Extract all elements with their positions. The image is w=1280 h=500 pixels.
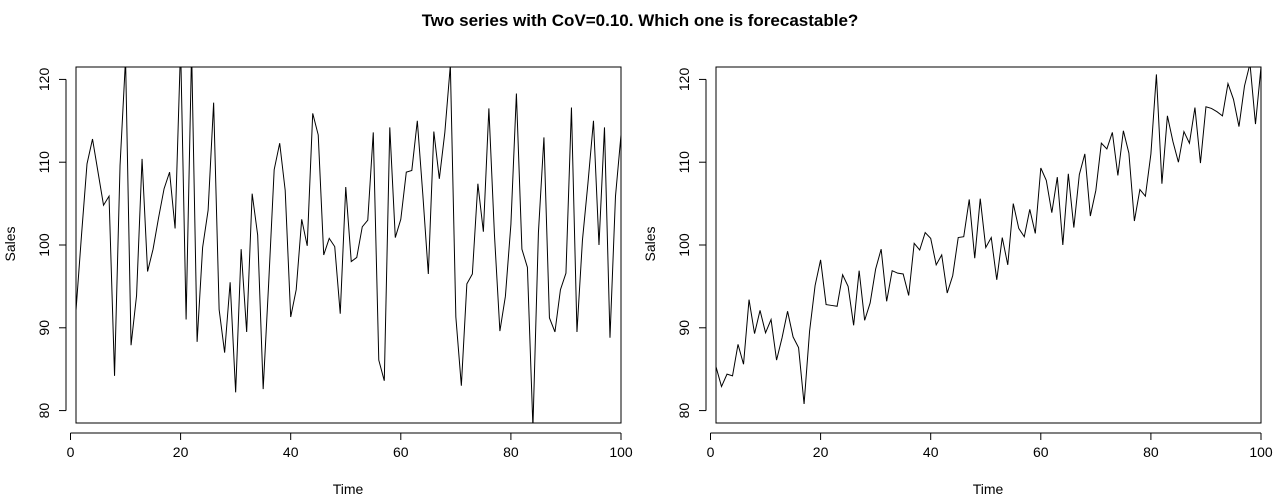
left-x-tick-label: 80 bbox=[503, 444, 519, 460]
left-y-tick-label: 80 bbox=[36, 403, 52, 419]
left-x-tick-label: 0 bbox=[67, 444, 75, 460]
right-x-tick-label: 60 bbox=[1033, 444, 1049, 460]
right-plot-frame bbox=[715, 66, 1262, 424]
right-y-axis-label: Sales bbox=[642, 226, 658, 261]
left-sales-series-line bbox=[76, 67, 621, 423]
right-x-tick-label: 40 bbox=[923, 444, 939, 460]
left-x-axis-label: Time bbox=[333, 481, 364, 497]
left-y-tick-label: 110 bbox=[36, 151, 52, 174]
right-y-tick-label: 90 bbox=[676, 320, 692, 336]
right-x-axis-label: Time bbox=[973, 481, 1004, 497]
left-y-axis-label: Sales bbox=[2, 226, 18, 261]
left-plot-frame bbox=[75, 66, 622, 424]
left-x-tick-label: 40 bbox=[283, 444, 299, 460]
left-x-tick-label: 20 bbox=[173, 444, 189, 460]
left-y-tick-label: 100 bbox=[36, 233, 52, 257]
left-y-tick-label: 90 bbox=[36, 320, 52, 336]
right-x-tick-label: 20 bbox=[813, 444, 829, 460]
right-y-tick-label: 80 bbox=[676, 403, 692, 419]
right-x-tick-label: 0 bbox=[707, 444, 715, 460]
left-x-tick-label: 100 bbox=[609, 444, 633, 460]
left-plot-panel: Time Sales 0 20 40 60 80 100 80 90 100 110 120 bbox=[2, 66, 633, 497]
right-plot-panel: Time Sales 0 20 40 60 80 100 80 90 100 110 120 bbox=[642, 66, 1273, 497]
right-sales-series-line bbox=[716, 67, 1261, 405]
left-x-tick-label: 60 bbox=[393, 444, 409, 460]
left-y-tick-label: 120 bbox=[36, 68, 52, 92]
right-x-tick-label: 100 bbox=[1249, 444, 1273, 460]
right-x-tick-label: 80 bbox=[1143, 444, 1159, 460]
right-y-tick-label: 100 bbox=[676, 233, 692, 257]
right-y-tick-label: 110 bbox=[676, 151, 692, 174]
right-y-tick-label: 120 bbox=[676, 68, 692, 92]
chart-title: Two series with CoV=0.10. Which one is f… bbox=[422, 11, 859, 30]
